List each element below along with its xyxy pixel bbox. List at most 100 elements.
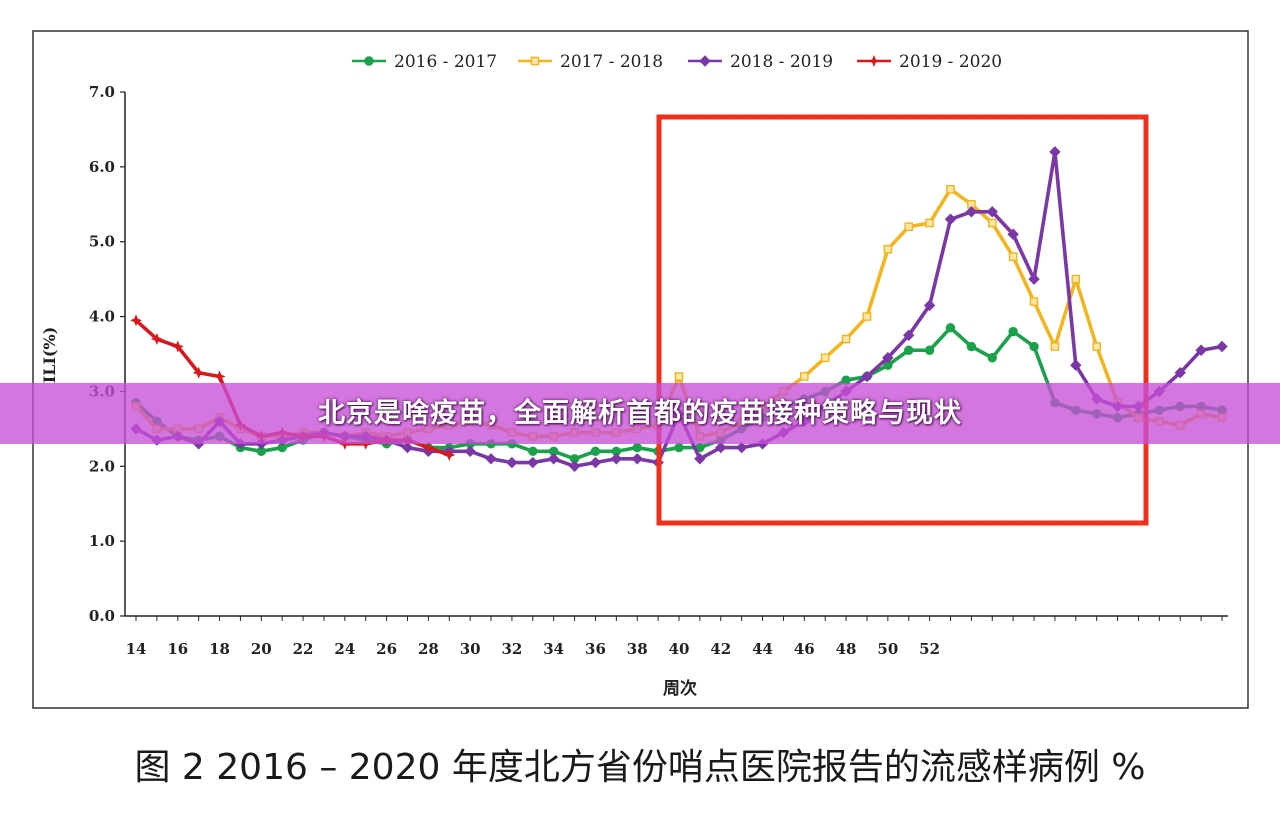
data-point (1008, 252, 1018, 261)
data-point (861, 370, 873, 383)
data-point (966, 341, 977, 352)
x-tick-label: 26 (376, 640, 397, 658)
data-point (632, 442, 642, 453)
data-point (987, 353, 997, 363)
x-tick-label: 18 (209, 640, 230, 658)
data-point (547, 453, 560, 465)
x-tick-label: 44 (752, 640, 773, 658)
data-point (401, 441, 414, 454)
data-point (944, 213, 957, 225)
x-tick-label: 20 (251, 640, 272, 658)
data-point (1007, 228, 1019, 240)
legend-label: 2018 - 2019 (730, 52, 833, 72)
data-point (422, 441, 435, 454)
data-point (800, 372, 809, 381)
x-tick-label: 38 (627, 640, 648, 658)
legend-marker (364, 56, 374, 66)
data-point (1092, 342, 1101, 351)
data-point (1029, 341, 1039, 352)
data-point (1029, 297, 1039, 306)
legend-label: 2016 - 2017 (394, 52, 497, 72)
data-point (527, 456, 539, 469)
y-tick-label: 6.0 (89, 158, 115, 176)
data-point (590, 446, 601, 457)
data-point (1216, 340, 1228, 353)
x-tick-label: 40 (669, 640, 690, 658)
data-point (150, 332, 164, 346)
y-tick-label: 4.0 (89, 308, 115, 326)
data-point (715, 441, 727, 454)
data-point (171, 340, 184, 353)
axes-layer: 0.01.02.03.04.05.06.07.01416182022242628… (89, 83, 1228, 658)
x-tick-label: 16 (167, 640, 188, 658)
data-point (923, 299, 936, 312)
data-point (1174, 367, 1186, 379)
data-point (1028, 273, 1040, 285)
x-tick-label: 36 (585, 640, 606, 658)
data-point (1008, 326, 1018, 337)
banner-title: 北京是啥疫苗，全面解析首都的疫苗接种策略与现状 (318, 398, 962, 429)
x-tick-label: 32 (501, 640, 522, 658)
data-point (1195, 344, 1207, 356)
x-tick-label: 28 (418, 640, 439, 658)
x-tick-label: 46 (794, 640, 815, 658)
data-point (1070, 359, 1082, 371)
legend-label: 2019 - 2020 (899, 52, 1002, 72)
data-point (965, 206, 978, 218)
data-point (485, 453, 497, 465)
x-tick-label: 24 (334, 640, 355, 658)
data-point (903, 329, 915, 341)
data-point (841, 334, 851, 344)
chart-frame (32, 30, 1249, 709)
title-banner (0, 383, 1280, 444)
highlight-box (656, 114, 1149, 526)
data-point (192, 366, 205, 379)
data-point (862, 312, 872, 321)
legend-marker (530, 56, 540, 66)
data-point (987, 218, 997, 228)
data-point (945, 323, 956, 333)
data-point (213, 370, 226, 383)
x-tick-label: 30 (460, 640, 481, 658)
y-tick-label: 1.0 (89, 532, 115, 550)
y-tick-label: 7.0 (89, 83, 115, 101)
data-point (1050, 342, 1060, 351)
data-point (443, 448, 456, 462)
data-point (904, 345, 914, 355)
legend-marker (699, 55, 711, 67)
y-tick-label: 2.0 (89, 457, 115, 475)
data-point (674, 442, 684, 453)
data-point (568, 460, 581, 472)
data-point (1071, 274, 1081, 284)
legend-label: 2017 - 2018 (560, 52, 663, 72)
data-point (674, 372, 684, 381)
x-tick-label: 14 (126, 640, 147, 658)
legend-marker (867, 54, 881, 68)
data-point (820, 353, 830, 363)
data-point (589, 456, 602, 469)
data-point (883, 244, 893, 254)
data-point (925, 218, 934, 228)
data-point (129, 314, 143, 327)
data-point (694, 453, 706, 465)
data-point (631, 453, 643, 465)
data-point (735, 441, 748, 454)
x-tick-label: 42 (710, 640, 731, 658)
data-point (610, 453, 623, 465)
data-point (904, 222, 914, 232)
x-tick-label: 50 (877, 640, 898, 658)
y-tick-label: 0.0 (89, 607, 115, 625)
data-point (924, 345, 935, 355)
data-point (946, 185, 955, 194)
data-point (1049, 146, 1061, 158)
data-point (506, 456, 518, 469)
x-tick-label: 48 (836, 640, 857, 658)
y-tick-label: 5.0 (89, 233, 115, 251)
x-tick-label: 34 (543, 640, 564, 658)
legend: 2016 - 2017 2017 - 2018 2018 - 2019 2019 - … (352, 52, 1002, 72)
data-point (882, 352, 894, 364)
x-tick-label: 22 (293, 640, 314, 658)
data-point (528, 446, 538, 457)
x-axis-label: 周次 (663, 678, 697, 699)
